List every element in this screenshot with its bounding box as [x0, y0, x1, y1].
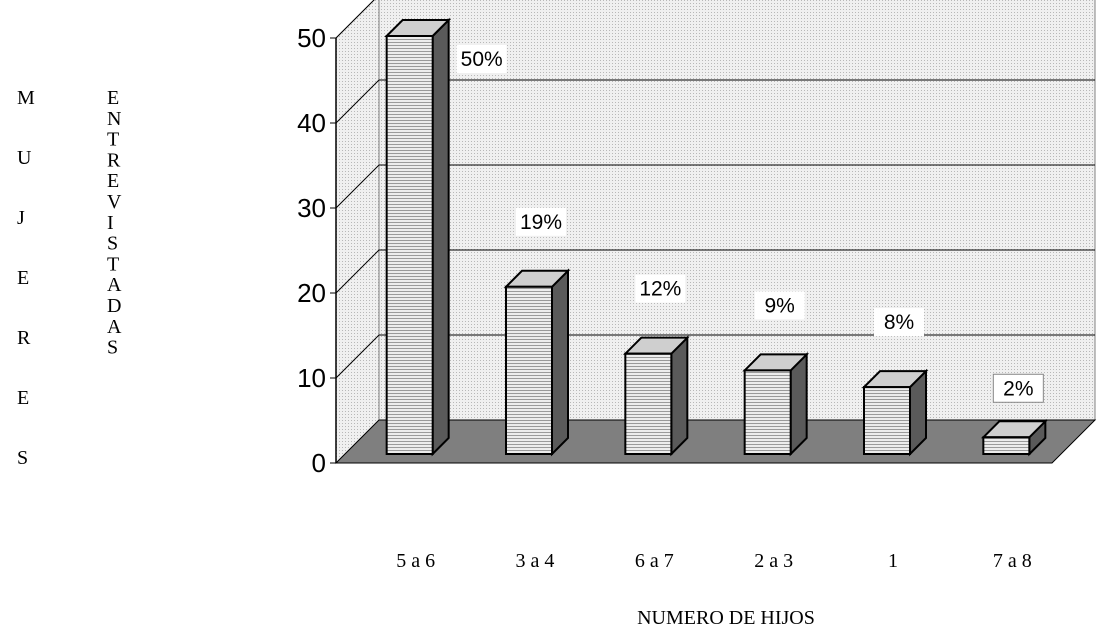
- y-tick-label: 0: [312, 448, 326, 478]
- bar-front: [863, 386, 911, 455]
- data-label-bg: [456, 45, 507, 73]
- data-label-bg: [874, 308, 924, 337]
- data-label-group: 19%: [516, 207, 566, 236]
- data-labels: 50% 19% 12% 9% 8% 2%: [456, 45, 1044, 403]
- side-wall: [335, 0, 380, 465]
- x-tick-label: 7 a 8: [993, 550, 1032, 572]
- bar-front: [982, 436, 1031, 455]
- bar-2: [503, 268, 571, 457]
- data-label: 19%: [520, 211, 562, 234]
- bar-side: [431, 17, 450, 457]
- bar-5: [861, 368, 929, 457]
- bar-front: [505, 285, 553, 455]
- data-label-bg: [992, 373, 1044, 403]
- data-label-group: 9%: [754, 291, 805, 320]
- data-label-group: 8%: [874, 308, 924, 337]
- data-label: 50%: [461, 48, 503, 71]
- chart-walls: [334, 0, 1097, 465]
- bar-4: [742, 351, 810, 457]
- gridline: [335, 79, 1095, 124]
- gridline: [335, 164, 1095, 209]
- bar-6: [980, 418, 1048, 457]
- data-label-group: 50%: [456, 45, 507, 73]
- y-tick-label: 50: [297, 23, 326, 53]
- x-tick-label: 1: [888, 550, 898, 572]
- x-tick-label: 5 a 6: [396, 550, 435, 572]
- gridline: [335, 249, 1095, 294]
- x-tick-labels: 5 a 6 3 a 4 6 a 7 2 a 3 1 7 a 8: [396, 550, 1032, 572]
- y-axis-title: M U J E R E S E N T R E V I S T A D A S: [17, 87, 122, 469]
- data-label-bg: [635, 274, 686, 303]
- data-label: 2%: [1003, 377, 1033, 400]
- bars: [384, 17, 1048, 457]
- data-label: 8%: [884, 311, 914, 334]
- data-label: 12%: [639, 278, 681, 301]
- x-tick-label: 3 a 4: [516, 550, 555, 572]
- y-tick-label: 40: [297, 108, 326, 138]
- bar-side: [551, 268, 569, 457]
- bar-side: [670, 335, 689, 457]
- data-label-group: 12%: [635, 274, 686, 303]
- bar-3: [622, 335, 690, 457]
- gridlines: [335, 0, 1095, 379]
- data-label-bg: [516, 207, 566, 236]
- x-tick-label: 6 a 7: [635, 550, 674, 572]
- x-axis-title: NUMERO DE HIJOS: [637, 607, 815, 629]
- data-label-group: 2%: [992, 373, 1044, 403]
- y-tick-label: 20: [297, 278, 326, 308]
- y-tick-label: 30: [297, 193, 326, 223]
- data-label-bg: [754, 291, 805, 320]
- gridline: [335, 0, 375, 39]
- bar-1: [384, 17, 452, 457]
- x-tick-label: 2 a 3: [754, 550, 793, 572]
- bar-front: [385, 35, 434, 455]
- gridline: [335, 334, 1095, 379]
- bar-front: [624, 352, 673, 455]
- data-label: 9%: [764, 294, 794, 317]
- y-tick-label: 10: [297, 363, 326, 393]
- y-axis: 0 10 20 30 40 50: [297, 23, 337, 478]
- bar-front: [743, 369, 792, 455]
- chart-floor: [334, 419, 1097, 464]
